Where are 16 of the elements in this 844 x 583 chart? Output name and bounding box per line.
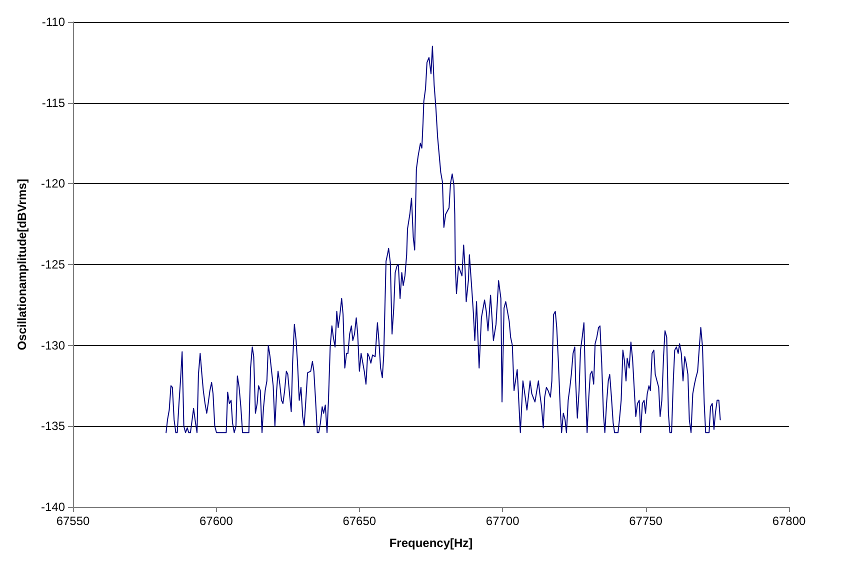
x-tick-label: 67750 (629, 514, 663, 528)
x-tick-label: 67550 (56, 514, 90, 528)
y-tick-label: -140 (40, 500, 66, 514)
y-tick-label: -120 (40, 176, 66, 191)
line-series (166, 46, 721, 434)
x-tick-label: 67700 (486, 514, 520, 528)
y-tick-label: -135 (40, 419, 66, 434)
y-tick-label: -110 (42, 15, 66, 29)
y-tick-label: -125 (40, 258, 66, 272)
x-tick-label: 67600 (200, 514, 234, 528)
x-tick-label: 67650 (342, 514, 376, 528)
x-axis-title: Frequency[Hz] (389, 536, 473, 550)
x-tick-label: 67800 (772, 514, 806, 528)
y-axis-title: Oscillationamplitude[dBVrms] (15, 178, 29, 350)
y-tick-label: -130 (40, 338, 66, 352)
y-tick-label: -115 (42, 96, 66, 110)
